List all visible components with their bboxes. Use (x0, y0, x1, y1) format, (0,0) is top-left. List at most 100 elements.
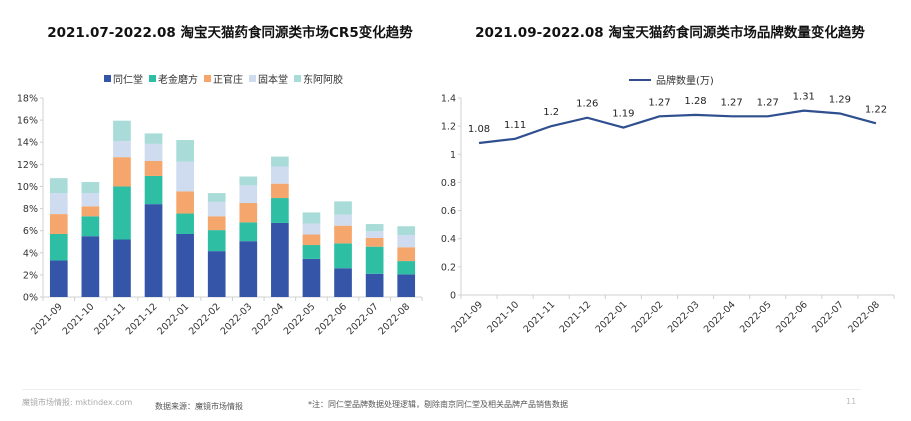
bar-segment-老金磨方 (365, 246, 384, 274)
data-label: 1.31 (793, 92, 815, 103)
legend-item: 老金磨方 (149, 71, 198, 86)
legend-swatch (294, 75, 301, 82)
brand-x-tick-label: 2022-02 (630, 299, 666, 335)
bar-segment-老金磨方 (207, 230, 226, 252)
bar-segment-老金磨方 (334, 243, 352, 269)
cr5-y-tick-label: 2% (23, 270, 38, 281)
brand-count-line (478, 109, 877, 145)
bar-segment-同仁堂 (302, 258, 321, 297)
bar-segment-正官庄 (365, 237, 384, 247)
cr5-y-tick-label: 10% (17, 182, 38, 193)
brand-x-tick-label: 2022-04 (702, 299, 738, 335)
bar-segment-同仁堂 (207, 251, 226, 297)
bar-segment-同仁堂 (49, 260, 68, 297)
bar-segment-正官庄 (207, 216, 226, 231)
brand-y-tick-label: 0 (450, 291, 456, 302)
cr5-x-tick-label: 2022-06 (313, 301, 349, 337)
bar-segment-东阿阿胶 (302, 212, 321, 224)
legend-swatch (249, 75, 256, 82)
bar-segment-正官庄 (81, 206, 100, 217)
data-label: 1.22 (865, 104, 887, 115)
legend-label: 同仁堂 (113, 75, 143, 86)
brand-x-tick-label: 2022-03 (666, 299, 702, 335)
cr5-y-tick-label: 0% (23, 293, 38, 304)
bar-segment-固本堂 (207, 201, 226, 217)
brand-x-tick-label: 2021-10 (485, 299, 521, 335)
legend-item: 东阿阿胶 (294, 71, 343, 86)
brand-y-tick-label: 0.6 (441, 206, 456, 217)
bar-segment-固本堂 (144, 143, 163, 162)
right-chart-title: 2021.09-2022.08 淘宝天猫药食同源类市场品牌数量变化趋势 (475, 25, 865, 41)
cr5-y-tick-label: 6% (23, 226, 38, 237)
left-chart-legend: 同仁堂 老金磨方 正官庄 固本堂 东阿阿胶 (104, 71, 343, 86)
bar-segment-同仁堂 (334, 268, 352, 297)
bar-segment-东阿阿胶 (207, 193, 226, 202)
page-number: 11 (846, 397, 857, 406)
data-label: 1.2 (543, 107, 559, 118)
cr5-x-tick-label: 2022-05 (282, 301, 318, 337)
bar-segment-东阿阿胶 (365, 224, 384, 232)
brand-y-tick-label: 0.4 (441, 234, 456, 245)
brand-x-tick-label: 2021-11 (521, 299, 557, 335)
bar-segment-东阿阿胶 (239, 176, 258, 186)
brand-x-tick-label: 2021-09 (449, 299, 485, 335)
cr5-x-tick-label: 2021-11 (92, 301, 128, 337)
brand-y-tick-label: 0.2 (441, 262, 456, 273)
cr5-x-tick-label: 2021-10 (61, 301, 97, 337)
brand-x-tick-label: 2022-01 (594, 299, 630, 335)
bar-segment-同仁堂 (113, 239, 131, 297)
legend-swatch (104, 75, 111, 82)
brand-x-tick-label: 2022-07 (810, 299, 846, 335)
bar-segment-东阿阿胶 (81, 182, 100, 194)
cr5-x-tick-label: 2022-07 (345, 301, 381, 337)
bar-segment-同仁堂 (176, 233, 194, 297)
bar-segment-固本堂 (302, 223, 321, 235)
bar-segment-老金磨方 (176, 213, 194, 234)
cr5-y-tick-label: 4% (23, 248, 38, 259)
bar-segment-同仁堂 (397, 274, 416, 297)
bar-segment-老金磨方 (302, 245, 321, 259)
legend-item: 同仁堂 (104, 71, 143, 86)
bar-segment-正官庄 (113, 157, 131, 187)
data-label: 1.28 (684, 96, 706, 107)
left-chart-title: 2021.07-2022.08 淘宝天猫药食同源类市场CR5变化趋势 (47, 25, 413, 41)
footer-divider (22, 389, 861, 390)
bar-segment-正官庄 (271, 183, 289, 199)
bar-segment-固本堂 (397, 235, 416, 248)
footer-watermark: 魔镜市场情报: mktindex.com (22, 398, 133, 407)
data-label: 1.27 (720, 97, 742, 108)
brand-x-tick-label: 2021-12 (558, 299, 594, 335)
legend-label: 老金磨方 (158, 75, 198, 86)
right-chart-legend: 品牌数量(万) (629, 72, 714, 87)
bar-segment-老金磨方 (271, 198, 289, 223)
cr5-y-tick-label: 18% (17, 94, 38, 105)
brand-y-tick-label: 1 (450, 150, 456, 161)
legend-swatch (204, 75, 211, 82)
bar-segment-固本堂 (113, 141, 131, 158)
bar-segment-老金磨方 (49, 233, 68, 261)
bar-segment-固本堂 (176, 161, 194, 192)
legend-label: 品牌数量(万) (656, 76, 714, 87)
bar-segment-正官庄 (144, 161, 163, 176)
cr5-y-tick-label: 14% (17, 138, 38, 149)
bar-segment-正官庄 (239, 203, 258, 223)
bar-segment-固本堂 (271, 166, 289, 184)
brand-x-tick-label: 2022-06 (774, 299, 810, 335)
cr5-y-tick-label: 16% (17, 116, 38, 127)
legend-label: 固本堂 (258, 75, 288, 86)
brand-y-tick-label: 1.4 (441, 94, 456, 105)
bar-segment-老金磨方 (113, 186, 131, 240)
bar-segment-同仁堂 (144, 204, 163, 297)
legend-label: 正官庄 (213, 75, 243, 86)
data-label: 1.29 (829, 94, 851, 105)
legend-item: 固本堂 (249, 71, 288, 86)
bar-segment-同仁堂 (81, 236, 100, 297)
bar-segment-同仁堂 (239, 241, 258, 297)
cr5-x-tick-label: 2021-09 (29, 301, 65, 337)
brand-x-tick-label: 2022-05 (738, 299, 774, 335)
brand-x-tick-label: 2022-08 (846, 299, 882, 335)
cr5-y-tick-label: 8% (23, 204, 38, 215)
bar-segment-东阿阿胶 (49, 178, 68, 194)
bar-segment-固本堂 (81, 193, 100, 207)
